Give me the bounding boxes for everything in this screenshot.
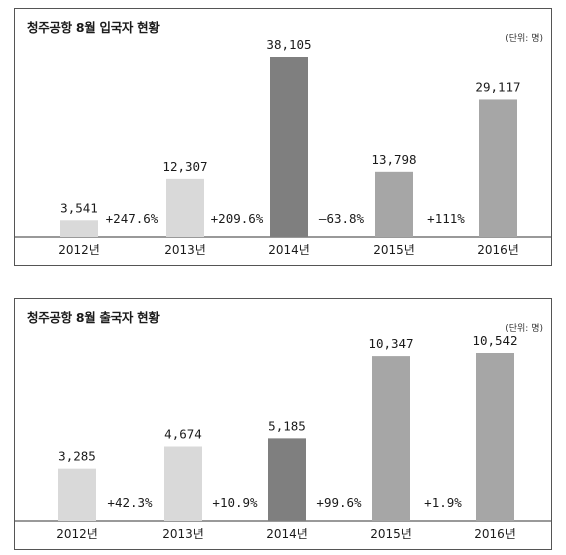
- x-tick-label: 2014년: [266, 527, 308, 541]
- growth-label: +10.9%: [212, 495, 258, 510]
- bar: [166, 178, 204, 237]
- growth-label: +209.6%: [211, 211, 264, 226]
- data-label: 29,117: [475, 79, 520, 94]
- bar: [479, 99, 517, 237]
- bar-chart-arrivals: 3,541 2012년 12,307 2013년 38,105 2014년 13,798 20…: [15, 37, 551, 257]
- bar-chart-departures: 3,285 2012년 4,674 2013년 5,185 2014년 10,347 2015…: [15, 333, 551, 541]
- bar: [375, 171, 413, 237]
- data-label: 12,307: [162, 159, 207, 174]
- data-label: 3,285: [58, 449, 96, 464]
- data-label: 3,541: [60, 200, 98, 215]
- x-tick-label: 2016년: [474, 527, 516, 541]
- data-label: 10,542: [472, 333, 517, 348]
- bar: [268, 438, 306, 521]
- x-tick-label: 2013년: [164, 243, 206, 257]
- bar: [476, 353, 514, 521]
- data-label: 4,674: [164, 427, 202, 442]
- x-tick-label: 2014년: [268, 243, 310, 257]
- x-tick-label: 2016년: [477, 243, 519, 257]
- bar: [60, 220, 98, 237]
- bar: [270, 57, 308, 237]
- growth-label: –63.8%: [319, 211, 365, 226]
- chart-panel-departures: 청주공항 8월 출국자 현황 (단위: 명) 3,285 2012년 4,674 20…: [14, 298, 552, 550]
- x-tick-label: 2012년: [56, 527, 98, 541]
- x-tick-label: 2015년: [373, 243, 415, 257]
- growth-label: +111%: [427, 211, 465, 226]
- data-label: 5,185: [268, 418, 306, 433]
- x-tick-label: 2012년: [58, 243, 100, 257]
- bar: [164, 446, 202, 521]
- unit-label: (단위: 명): [505, 324, 543, 334]
- chart-title: 청주공항 8월 입국자 현황: [27, 20, 160, 35]
- x-tick-label: 2015년: [370, 527, 412, 541]
- growth-label: +42.3%: [107, 495, 153, 510]
- growth-label: +247.6%: [106, 211, 159, 226]
- growth-label: +1.9%: [424, 495, 462, 510]
- x-tick-label: 2013년: [162, 527, 204, 541]
- chart-title: 청주공항 8월 출국자 현황: [27, 310, 160, 325]
- data-label: 38,105: [266, 37, 311, 52]
- growth-label: +99.6%: [316, 495, 362, 510]
- unit-label: (단위: 명): [505, 34, 543, 44]
- data-label: 10,347: [368, 336, 413, 351]
- data-label: 13,798: [371, 152, 416, 167]
- bar: [372, 356, 410, 521]
- bar: [58, 468, 96, 521]
- chart-panel-arrivals: 청주공항 8월 입국자 현황 (단위: 명) 3,541 2012년 12,307 2…: [14, 8, 552, 266]
